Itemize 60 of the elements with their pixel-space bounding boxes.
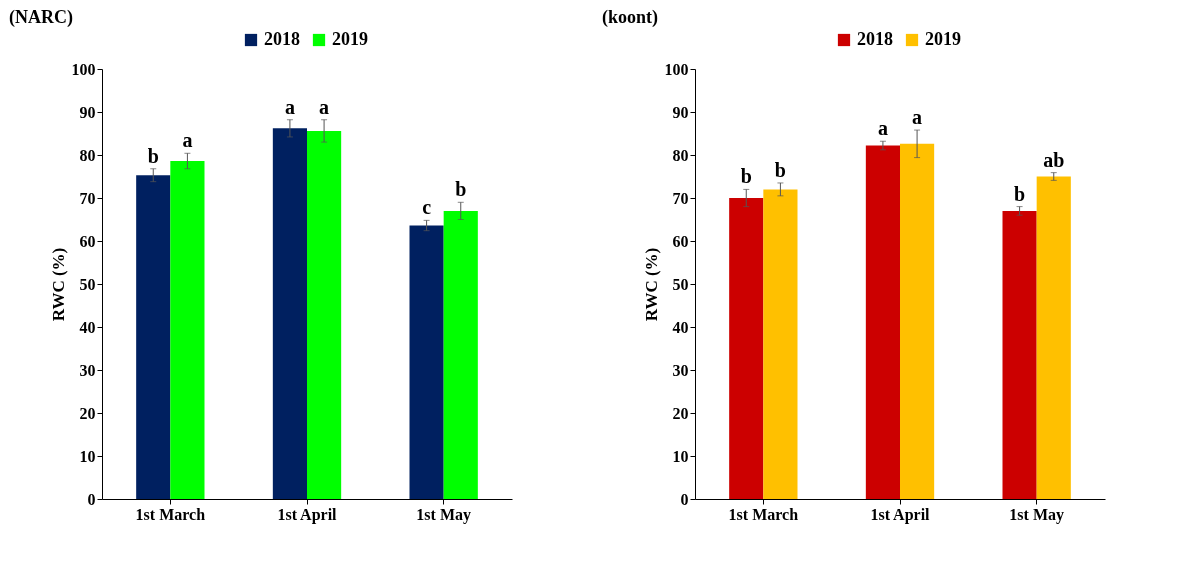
data-label: a	[877, 117, 888, 140]
data-label: b	[740, 165, 752, 188]
y-tick-label: 0	[87, 490, 96, 508]
bar	[1036, 176, 1071, 499]
y-tick-label: 80	[672, 146, 689, 164]
y-tick-label: 80	[79, 146, 96, 164]
data-label: a	[319, 95, 330, 118]
y-tick-label: 30	[79, 361, 96, 379]
data-label: c	[422, 196, 432, 219]
y-tick-label: 100	[664, 60, 689, 78]
y-tick-label: 30	[672, 361, 689, 379]
data-label: b	[455, 178, 467, 201]
y-tick-label: 100	[71, 60, 96, 78]
legend-label: 2018	[857, 29, 893, 49]
y-tick-label: 0	[680, 490, 689, 508]
y-tick-label: 50	[672, 275, 689, 293]
bar	[307, 130, 342, 499]
y-tick-label: 20	[79, 404, 96, 422]
x-tick-label: 1st March	[728, 505, 799, 523]
data-label: a	[912, 106, 923, 129]
x-tick-label: 1st May	[416, 505, 471, 524]
x-tick-label: 1st March	[135, 505, 206, 523]
y-tick-label: 90	[79, 103, 96, 121]
chart-title: (koont)	[602, 7, 659, 28]
bar	[443, 210, 478, 499]
x-tick-label: 1st April	[870, 505, 931, 524]
y-axis-title: RWC (%)	[48, 247, 68, 322]
x-tick-label: 1st May	[1009, 505, 1064, 524]
bar	[729, 198, 764, 499]
x-tick-label: 1st April	[277, 505, 338, 524]
y-tick-label: 10	[672, 447, 689, 465]
legend-label: 2019	[925, 29, 961, 49]
y-tick-label: 70	[672, 189, 689, 207]
data-label: b	[774, 158, 786, 181]
y-tick-label: 10	[79, 447, 96, 465]
data-label: a	[182, 129, 193, 152]
y-tick-label: 40	[672, 318, 689, 336]
data-label: a	[284, 95, 295, 118]
y-tick-label: 70	[79, 189, 96, 207]
bar	[136, 175, 171, 499]
data-label: b	[147, 144, 159, 167]
y-tick-label: 60	[79, 232, 96, 250]
y-tick-label: 60	[672, 232, 689, 250]
bar	[1002, 210, 1037, 499]
legend-label: 2018	[264, 29, 300, 49]
y-tick-label: 50	[79, 275, 96, 293]
bar	[763, 189, 798, 499]
y-tick-label: 40	[79, 318, 96, 336]
y-tick-label: 90	[672, 103, 689, 121]
data-label: b	[1014, 182, 1026, 205]
legend-label: 2019	[332, 29, 368, 49]
data-label: ab	[1043, 148, 1065, 171]
y-axis-title: RWC (%)	[641, 247, 661, 322]
bar	[409, 225, 444, 499]
chart-title: (NARC)	[9, 7, 73, 28]
bar	[865, 145, 900, 499]
bar	[272, 128, 307, 499]
bar	[900, 143, 935, 499]
bar	[170, 161, 205, 499]
y-tick-label: 20	[672, 404, 689, 422]
